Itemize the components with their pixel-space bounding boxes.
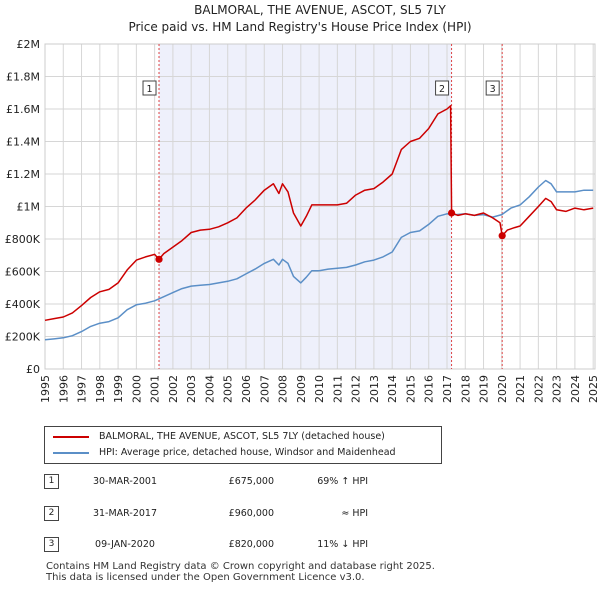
sale-point bbox=[155, 255, 163, 263]
x-tick-label: 2003 bbox=[185, 375, 198, 403]
property-price-line bbox=[44, 105, 594, 322]
legend: BALMORAL, THE AVENUE, ASCOT, SL5 7LY (de… bbox=[44, 426, 442, 464]
sale-date: 09-JAN-2020 bbox=[95, 539, 155, 550]
x-tick-label: 2000 bbox=[130, 375, 143, 403]
x-tick-label: 2022 bbox=[532, 375, 545, 403]
y-tick-label: £1M bbox=[17, 201, 41, 214]
x-tick-label: 2002 bbox=[167, 375, 180, 403]
sale-hpi-delta: 69% ↑ HPI bbox=[317, 476, 368, 487]
x-tick-label: 2008 bbox=[277, 375, 290, 403]
x-tick-label: 2017 bbox=[441, 375, 454, 403]
sale-hpi-delta: ≈ HPI bbox=[341, 508, 368, 519]
series-lines bbox=[44, 105, 594, 341]
y-tick-label: £600K bbox=[5, 266, 41, 279]
x-tick-label: 1999 bbox=[112, 375, 125, 403]
sale-date: 30-MAR-2001 bbox=[92, 476, 158, 487]
x-tick-label: 2024 bbox=[569, 375, 582, 403]
x-axis: 1995 1996 1997 1998 1999 2000 2001 2002 2003 2004… bbox=[39, 375, 600, 403]
sale-points bbox=[155, 209, 506, 263]
x-tick-label: 2025 bbox=[587, 375, 600, 403]
chart-subtitle: Price paid vs. HM Land Registry's House … bbox=[128, 20, 471, 34]
x-tick-label: 2009 bbox=[295, 375, 308, 403]
legend-item-hpi: HPI: Average price, detached house, Wind… bbox=[53, 446, 396, 460]
y-axis: £0 £200K £400K £600K £800K £1M £1.2M £1.4M £1.6M… bbox=[5, 38, 41, 376]
sale-number: 1 bbox=[44, 474, 59, 489]
x-tick-label: 2020 bbox=[496, 375, 509, 403]
sale-row-1: 1 30-MAR-2001 £675,000 69% ↑ HPI bbox=[44, 474, 404, 490]
sale-number: 3 bbox=[44, 537, 59, 552]
y-tick-label: £0 bbox=[26, 363, 40, 376]
sale-hpi-delta: 11% ↓ HPI bbox=[317, 539, 368, 550]
x-tick-label: 2001 bbox=[149, 375, 162, 403]
sale-label: 3 bbox=[490, 84, 496, 95]
y-tick-label: £1.2M bbox=[6, 168, 40, 181]
footer-copyright: Contains HM Land Registry data © Crown c… bbox=[46, 561, 435, 572]
y-tick-label: £1.4M bbox=[6, 136, 40, 149]
x-tick-label: 2015 bbox=[404, 375, 417, 403]
x-tick-label: 2014 bbox=[386, 375, 399, 403]
sale-price: £675,000 bbox=[228, 476, 274, 487]
x-tick-label: 2016 bbox=[423, 375, 436, 403]
legend-label-property: BALMORAL, THE AVENUE, ASCOT, SL5 7LY (de… bbox=[99, 431, 385, 442]
x-tick-label: 2005 bbox=[222, 375, 235, 403]
x-tick-label: 2012 bbox=[350, 375, 363, 403]
y-tick-label: £1.8M bbox=[6, 71, 40, 84]
x-tick-label: 2018 bbox=[459, 375, 472, 403]
footer: Contains HM Land Registry data © Crown c… bbox=[46, 561, 435, 583]
x-tick-label: 2006 bbox=[240, 375, 253, 403]
x-tick-label: 2007 bbox=[258, 375, 271, 403]
sale-number: 2 bbox=[44, 506, 59, 521]
x-tick-label: 2011 bbox=[331, 375, 344, 403]
y-tick-label: £400K bbox=[5, 298, 41, 311]
sale-label-box bbox=[485, 80, 500, 96]
legend-item-property: BALMORAL, THE AVENUE, ASCOT, SL5 7LY (de… bbox=[53, 430, 385, 444]
x-tick-label: 2021 bbox=[514, 375, 527, 403]
sale-row-2: 2 31-MAR-2017 £960,000 ≈ HPI bbox=[44, 506, 404, 522]
legend-swatch-property bbox=[53, 435, 89, 438]
x-tick-label: 2023 bbox=[551, 375, 564, 403]
chart-title: BALMORAL, THE AVENUE, ASCOT, SL5 7LY bbox=[194, 3, 446, 17]
sale-row-3: 3 09-JAN-2020 £820,000 11% ↓ HPI bbox=[44, 537, 404, 553]
sale-label: 2 bbox=[439, 84, 445, 95]
sale-label-box bbox=[142, 80, 157, 96]
sale-point bbox=[498, 232, 506, 240]
legend-label-hpi: HPI: Average price, detached house, Wind… bbox=[99, 447, 396, 458]
x-tick-label: 2010 bbox=[313, 375, 326, 403]
x-tick-label: 2013 bbox=[368, 375, 381, 403]
sale-date: 31-MAR-2017 bbox=[92, 508, 158, 519]
plot-area bbox=[44, 43, 596, 370]
x-tick-label: 1996 bbox=[57, 375, 70, 403]
y-tick-label: £200K bbox=[5, 331, 41, 344]
x-tick-label: 1998 bbox=[94, 375, 107, 403]
price-chart: BALMORAL, THE AVENUE, ASCOT, SL5 7LY Pri… bbox=[5, 3, 600, 403]
footer-licence: This data is licensed under the Open Gov… bbox=[46, 572, 365, 583]
x-tick-label: 1997 bbox=[76, 375, 89, 403]
x-tick-label: 2004 bbox=[203, 375, 216, 403]
sale-price: £960,000 bbox=[228, 508, 274, 519]
sale-label: 1 bbox=[146, 84, 152, 95]
sale-price: £820,000 bbox=[228, 539, 274, 550]
y-tick-label: £1.6M bbox=[6, 103, 40, 116]
hpi-line bbox=[44, 179, 594, 341]
x-tick-label: 1995 bbox=[39, 375, 52, 403]
legend-swatch-hpi bbox=[53, 451, 89, 454]
y-tick-label: £2M bbox=[17, 38, 41, 51]
sale-point bbox=[447, 209, 456, 217]
sale-markers-lines: 1 2 3 bbox=[142, 44, 503, 369]
x-tick-label: 2019 bbox=[478, 375, 491, 403]
sale-label-box bbox=[435, 80, 450, 96]
y-tick-label: £800K bbox=[5, 233, 41, 246]
